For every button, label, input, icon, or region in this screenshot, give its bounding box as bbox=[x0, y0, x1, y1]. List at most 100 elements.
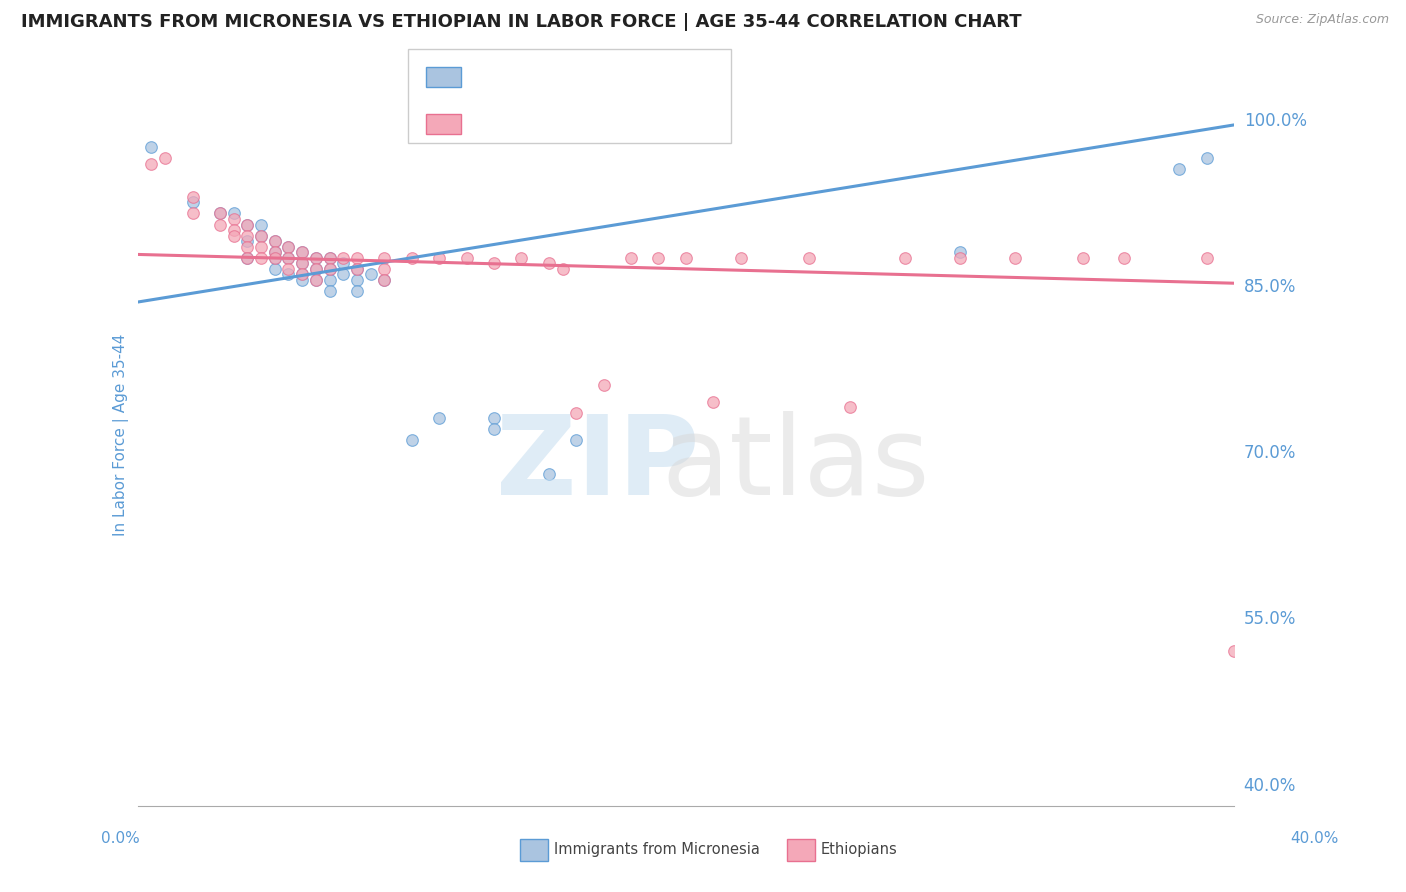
Point bbox=[236, 228, 259, 243]
Point bbox=[263, 251, 285, 265]
Point bbox=[1195, 251, 1218, 265]
Point bbox=[373, 273, 395, 287]
Point bbox=[263, 234, 285, 248]
Point bbox=[730, 251, 752, 265]
Point bbox=[250, 251, 273, 265]
Point bbox=[1168, 162, 1191, 177]
Point bbox=[401, 434, 423, 448]
Text: 0.192: 0.192 bbox=[488, 68, 536, 86]
Point bbox=[482, 422, 505, 436]
Text: Ethiopians: Ethiopians bbox=[821, 842, 898, 856]
Text: Immigrants from Micronesia: Immigrants from Micronesia bbox=[554, 842, 759, 856]
Point bbox=[291, 268, 314, 282]
Point bbox=[208, 218, 231, 232]
Point bbox=[799, 251, 821, 265]
Point bbox=[236, 251, 259, 265]
Point bbox=[208, 206, 231, 220]
Point bbox=[401, 251, 423, 265]
Point bbox=[427, 411, 450, 425]
Text: -0.066: -0.066 bbox=[482, 115, 536, 133]
Point bbox=[1114, 251, 1136, 265]
Point bbox=[305, 273, 328, 287]
Point bbox=[675, 251, 697, 265]
Point bbox=[332, 251, 354, 265]
Point bbox=[305, 251, 328, 265]
Point bbox=[318, 251, 340, 265]
Point bbox=[702, 394, 724, 409]
Point bbox=[236, 218, 259, 232]
Point bbox=[551, 261, 574, 276]
Text: R =: R = bbox=[467, 68, 498, 86]
Point bbox=[565, 434, 588, 448]
Point bbox=[222, 228, 245, 243]
Text: R =: R = bbox=[467, 115, 498, 133]
Point bbox=[839, 400, 862, 414]
Point bbox=[153, 151, 176, 165]
Point bbox=[277, 240, 299, 254]
Point bbox=[236, 234, 259, 248]
Point bbox=[305, 261, 328, 276]
Point bbox=[346, 261, 368, 276]
Point bbox=[373, 273, 395, 287]
Text: atlas: atlas bbox=[661, 411, 929, 518]
Point bbox=[277, 268, 299, 282]
Point bbox=[277, 251, 299, 265]
Text: 40.0%: 40.0% bbox=[1291, 831, 1339, 846]
Point bbox=[263, 234, 285, 248]
Point bbox=[346, 284, 368, 298]
Point bbox=[346, 251, 368, 265]
Point bbox=[263, 251, 285, 265]
Point bbox=[263, 261, 285, 276]
Text: N = 60: N = 60 bbox=[546, 115, 603, 133]
Point bbox=[236, 218, 259, 232]
Point bbox=[236, 240, 259, 254]
Y-axis label: In Labor Force | Age 35-44: In Labor Force | Age 35-44 bbox=[114, 334, 129, 536]
Point bbox=[373, 261, 395, 276]
Point bbox=[346, 273, 368, 287]
Point bbox=[318, 261, 340, 276]
Point bbox=[222, 223, 245, 237]
Point bbox=[263, 245, 285, 260]
Point bbox=[250, 218, 273, 232]
Point bbox=[1071, 251, 1094, 265]
Text: 0.0%: 0.0% bbox=[101, 831, 141, 846]
Text: IMMIGRANTS FROM MICRONESIA VS ETHIOPIAN IN LABOR FORCE | AGE 35-44 CORRELATION C: IMMIGRANTS FROM MICRONESIA VS ETHIOPIAN … bbox=[21, 13, 1022, 31]
Point bbox=[291, 256, 314, 270]
Point bbox=[291, 273, 314, 287]
Point bbox=[277, 251, 299, 265]
Point bbox=[537, 256, 560, 270]
Point bbox=[565, 406, 588, 420]
Point bbox=[305, 261, 328, 276]
Point bbox=[427, 251, 450, 265]
Point bbox=[1223, 643, 1246, 657]
Point bbox=[291, 268, 314, 282]
Point bbox=[181, 190, 204, 204]
Point bbox=[222, 212, 245, 227]
Point bbox=[208, 206, 231, 220]
Point bbox=[277, 240, 299, 254]
Text: Source: ZipAtlas.com: Source: ZipAtlas.com bbox=[1256, 13, 1389, 27]
Point bbox=[456, 251, 478, 265]
Point bbox=[291, 245, 314, 260]
Point bbox=[949, 245, 972, 260]
Point bbox=[222, 206, 245, 220]
Point bbox=[305, 251, 328, 265]
Point bbox=[949, 251, 972, 265]
Point bbox=[181, 206, 204, 220]
Point bbox=[1004, 251, 1026, 265]
Point bbox=[620, 251, 643, 265]
Point bbox=[537, 467, 560, 481]
Point bbox=[332, 268, 354, 282]
Text: ZIP: ZIP bbox=[496, 411, 700, 518]
Point bbox=[318, 273, 340, 287]
Point bbox=[181, 195, 204, 210]
Point bbox=[250, 228, 273, 243]
Point bbox=[318, 284, 340, 298]
Point bbox=[263, 245, 285, 260]
Point bbox=[141, 140, 163, 154]
Point bbox=[250, 240, 273, 254]
Point bbox=[305, 273, 328, 287]
Point bbox=[592, 378, 614, 392]
Point bbox=[291, 245, 314, 260]
Point bbox=[360, 268, 382, 282]
